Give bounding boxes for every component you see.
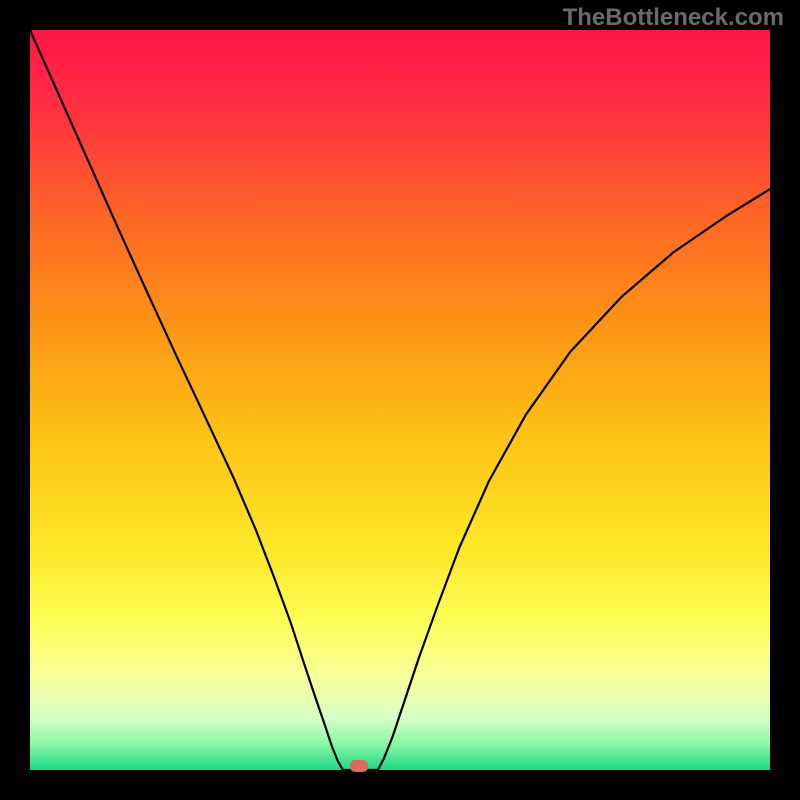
curve-line [30,30,770,770]
minimum-marker [350,760,368,772]
plot-area [30,30,770,770]
watermark-text: TheBottleneck.com [563,4,784,32]
chart-container: TheBottleneck.com [0,0,800,800]
